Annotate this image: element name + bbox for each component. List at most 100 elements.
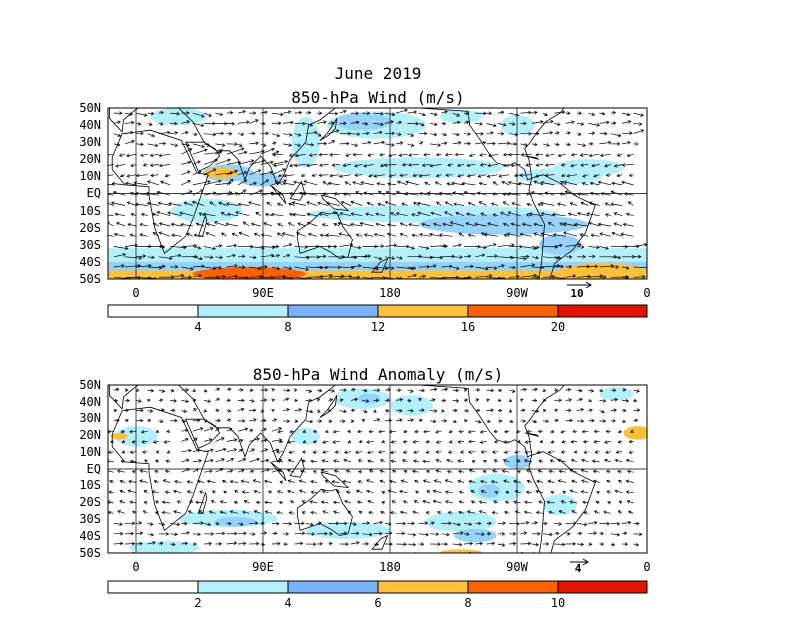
arrowhead-icon — [466, 163, 471, 168]
wind-vector — [450, 221, 465, 227]
wind-vector — [204, 449, 214, 453]
arrowhead-icon — [560, 429, 565, 434]
arrowhead-icon — [441, 408, 445, 413]
wind-vector — [204, 180, 222, 186]
wind-vector — [116, 222, 126, 227]
lon-label: 180 — [379, 286, 401, 300]
arrowhead-icon — [149, 522, 154, 526]
arrowhead-icon — [288, 521, 293, 526]
arrowhead-icon — [206, 143, 211, 147]
arrowhead-icon — [187, 180, 191, 184]
wind-vector — [534, 223, 544, 227]
arrowhead-icon — [162, 479, 167, 483]
arrowhead-icon — [453, 202, 457, 207]
wind-vector — [581, 479, 589, 483]
wind-vector — [384, 121, 394, 124]
arrowhead-icon — [502, 458, 507, 463]
wind-vector — [475, 246, 487, 248]
wind-vector — [478, 201, 487, 206]
coastline — [296, 488, 353, 536]
wind-vector — [277, 469, 284, 473]
arrowhead-icon — [617, 510, 622, 514]
lon-label: 90W — [506, 560, 528, 574]
wind-vector — [576, 532, 582, 535]
arrowhead-icon — [614, 458, 619, 463]
wind-vector — [475, 123, 483, 125]
wind-vector — [136, 543, 143, 545]
wind-vector — [179, 212, 193, 217]
wind-vector — [373, 256, 382, 260]
arrowhead-icon — [583, 522, 588, 527]
arrowhead-icon — [105, 164, 108, 167]
wind-vector — [226, 470, 233, 473]
arrowhead-icon — [345, 490, 350, 495]
arrowhead-icon — [523, 510, 528, 515]
wind-vector — [526, 491, 532, 494]
wind-vector — [322, 451, 329, 453]
wind-vector — [333, 511, 340, 514]
arrowhead-icon — [379, 130, 383, 135]
arrowhead-icon — [237, 202, 242, 207]
wind-vector — [486, 143, 496, 145]
wind-vector — [554, 256, 561, 259]
arrowhead-icon — [220, 212, 225, 216]
arrowhead-icon — [169, 256, 173, 261]
arrowhead-icon — [549, 131, 554, 135]
coastline — [111, 406, 209, 532]
wind-vector — [447, 183, 453, 186]
arrowhead-icon — [240, 132, 245, 137]
arrowhead-icon — [210, 500, 215, 504]
arrowhead-icon — [513, 479, 517, 484]
wind-vector — [542, 533, 553, 535]
arrowhead-icon — [557, 458, 561, 463]
wind-vector — [445, 174, 453, 176]
arrowhead-icon — [190, 267, 194, 271]
wind-vector — [540, 202, 555, 206]
arrowhead-icon — [344, 450, 348, 455]
arrowhead-icon — [581, 245, 585, 249]
arrowhead-icon — [378, 429, 382, 434]
arrowhead-icon — [197, 245, 202, 250]
wind-vector — [531, 256, 539, 259]
wind-vector — [565, 132, 571, 135]
wind-vector — [538, 470, 544, 473]
arrowhead-icon — [373, 409, 377, 413]
arrowhead-icon — [191, 200, 196, 205]
arrowhead-icon — [321, 489, 326, 494]
arrowhead-icon — [606, 479, 610, 484]
arrowhead-icon — [502, 222, 507, 227]
wind-vector — [124, 265, 141, 268]
wind-vector — [373, 245, 384, 247]
wind-vector — [479, 510, 487, 514]
arrowhead-icon — [476, 408, 481, 413]
wind-vector — [436, 153, 442, 156]
arrowhead-icon — [333, 469, 338, 474]
arrowhead-icon — [275, 150, 280, 155]
arrowhead-icon — [368, 429, 373, 434]
wind-vector — [362, 132, 370, 135]
wind-vector — [237, 121, 250, 124]
wind-vector — [226, 448, 237, 453]
wind-vector — [307, 222, 318, 227]
arrowhead-icon — [229, 510, 234, 514]
wind-vector — [452, 543, 462, 546]
arrowhead-icon — [481, 532, 485, 537]
wind-vector — [376, 183, 385, 186]
wind-vector — [511, 202, 521, 206]
arrowhead-icon — [313, 542, 317, 547]
arrowhead-icon — [158, 231, 163, 235]
arrowhead-icon — [479, 440, 484, 444]
arrowhead-icon — [271, 388, 276, 392]
arrowhead-icon — [528, 110, 532, 115]
arrowhead-icon — [418, 254, 422, 259]
wind-vector — [171, 223, 182, 227]
arrowhead-icon — [222, 274, 227, 279]
wind-vector — [350, 143, 358, 147]
wind-vector — [418, 112, 426, 116]
anomaly-vectors — [108, 387, 643, 553]
arrowhead-icon — [501, 469, 506, 474]
arrowhead-icon — [275, 244, 280, 249]
wind-vector — [181, 542, 188, 545]
wind-vector — [452, 532, 464, 535]
arrowhead-icon — [569, 469, 574, 473]
